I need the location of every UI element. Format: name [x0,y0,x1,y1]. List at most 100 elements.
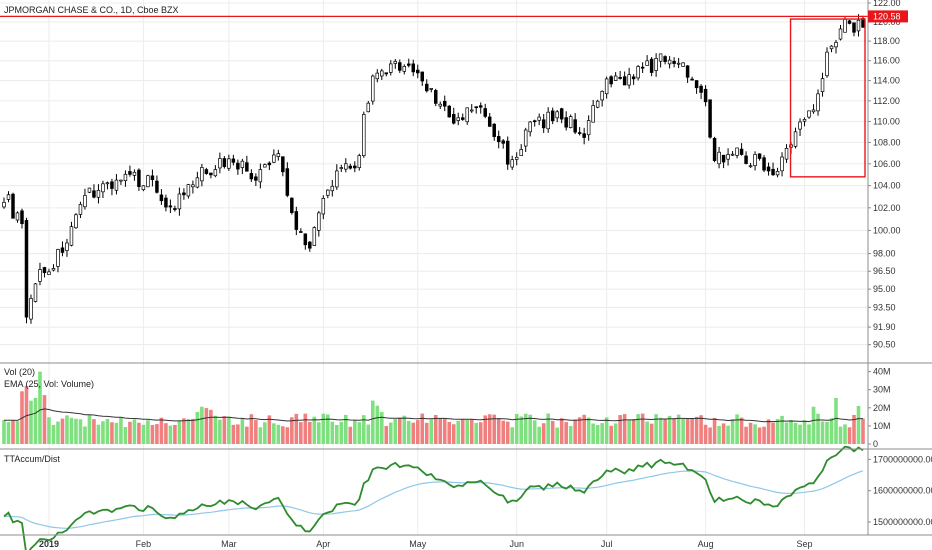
candle-down [150,175,155,180]
volume-bar-down [397,417,402,444]
volume-bar-down [672,418,676,444]
candle-up [74,214,78,229]
volume-bar-up [195,412,200,444]
volume-bar-up [528,414,532,444]
volume-bar-down [649,423,654,444]
candle-down [739,148,744,155]
candle-up [784,148,789,160]
candle-up [735,147,739,156]
volume-bar-down [348,426,353,444]
candle-up [371,75,375,102]
annotations [0,15,868,178]
volume-bar-down [762,426,766,444]
candle-up [780,156,784,172]
price-tick-label: 106.00 [873,159,901,169]
candle-down [694,80,699,89]
candle-up [807,110,811,118]
price-tick-label: 110.00 [873,116,900,126]
candle-down [168,205,173,208]
volume-bar-up [586,417,591,444]
candle-down [847,20,852,24]
accum-dist-ma-line [3,470,864,529]
candle-up [101,183,105,193]
volume-bar-down [150,424,155,444]
volume-bar-down [708,427,712,444]
volume-bar-up [344,414,348,444]
volume-bar-down [137,422,141,444]
volume-bar-up [798,424,802,444]
price-tick-label: 91.90 [873,322,896,332]
candle-down [447,105,451,118]
volume-bar-down [299,422,303,444]
volume-bar-up [96,424,101,444]
candle-down [308,241,312,249]
volume-bar-up [78,419,83,444]
last-price-badge [868,10,908,23]
volume-bars [2,371,865,444]
candle-down [11,193,15,219]
volume-bar-down [721,423,726,444]
volume-bar-up [38,371,42,444]
volume-bar-down [110,422,114,444]
volume-bar-down [483,415,488,444]
candle-down [852,22,856,33]
volume-bar-down [442,418,447,444]
volume-bar-up [56,421,60,444]
volume-bar-up [6,422,11,444]
candle-up [227,158,231,169]
volume-bar-up [843,424,847,444]
candle-up [317,212,321,231]
candle-up [258,169,263,183]
volume-bar-down [249,414,254,444]
candle-up [87,187,92,193]
candle-up [47,271,51,275]
candle-up [393,61,398,64]
candle-up [523,129,528,147]
candle-up [726,154,730,160]
volume-bar-down [766,419,771,444]
volume-bar-up [105,418,110,444]
candle-up [141,185,146,191]
volume-bar-up [510,427,515,444]
x-tick-label: Apr [316,539,330,549]
candle-up [33,283,38,302]
ema-legend: EMA (25, Vol: Volume) [4,379,94,389]
volume-bar-down [209,409,213,444]
volume-bar-up [388,422,393,444]
candle-up [123,173,128,181]
volume-bar-down [308,421,312,444]
volume-ema-line [3,408,863,423]
volume-bar-down [438,418,443,444]
candle-down [573,119,577,133]
volume-bar-down [92,419,96,444]
candle-up [555,111,559,119]
volume-bar-up [726,425,730,444]
candle-up [546,111,550,130]
volume-bar-down [420,413,425,444]
price-candles [2,14,865,324]
x-tick-label: Jun [509,539,524,549]
volume-bar-up [429,419,434,444]
volume-bar-up [258,427,263,444]
candle-down [699,85,703,93]
volume-bar-down [303,413,308,444]
volume-bar-up [276,424,281,444]
volume-bar-down [254,420,258,444]
candle-down [60,247,65,253]
candle-up [816,93,820,112]
volume-bar-down [622,414,627,444]
price-tick-label: 104.00 [873,181,901,191]
volume-bar-up [658,417,663,444]
volume-bar-down [433,414,438,444]
candle-down [609,76,613,85]
volume-bar-down [460,419,465,444]
volume-bar-down [703,424,708,444]
volume-bar-up [519,416,523,444]
volume-bar-up [784,422,789,444]
volume-bar-down [447,421,452,444]
volume-bar-up [627,420,631,444]
x-tick-label: Sep [797,539,813,549]
candle-up [838,28,843,40]
candle-up [604,78,609,95]
volume-bar-up [780,415,784,444]
